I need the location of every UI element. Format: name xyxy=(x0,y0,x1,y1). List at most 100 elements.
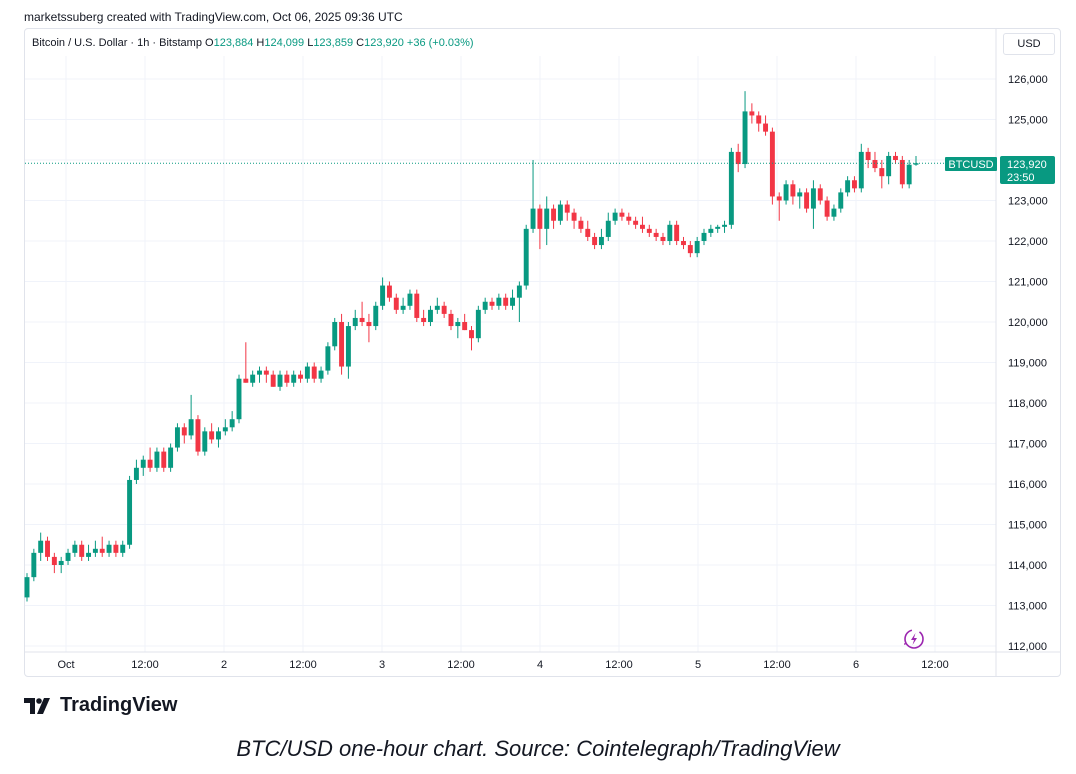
currency-button[interactable]: USD xyxy=(1003,33,1055,55)
ticker-label: BTCUSD xyxy=(948,159,993,171)
candle-down xyxy=(441,301,447,318)
candle-body xyxy=(181,427,187,436)
candle-up xyxy=(845,176,851,197)
candle-up xyxy=(345,322,351,379)
candle-down xyxy=(756,111,762,132)
candle-up xyxy=(783,180,789,205)
candle-up xyxy=(380,277,386,310)
candle-body xyxy=(352,317,358,327)
candle-body xyxy=(769,131,775,197)
x-tick-label: Oct xyxy=(57,659,74,671)
candle-body xyxy=(810,188,816,209)
candle-up xyxy=(598,228,604,250)
x-tick-label: 12:00 xyxy=(921,659,949,671)
candle-up xyxy=(407,289,413,310)
candle-down xyxy=(592,232,598,250)
candle-body xyxy=(229,419,235,428)
candle-body xyxy=(749,111,755,116)
candle-up xyxy=(133,459,139,484)
tradingview-logo-icon xyxy=(24,697,50,714)
candle-body xyxy=(400,305,406,310)
candles xyxy=(24,91,919,602)
candle-up xyxy=(428,305,433,327)
candle-body xyxy=(51,556,57,565)
candle-body xyxy=(236,378,242,420)
candle-down xyxy=(769,127,775,205)
candle-down xyxy=(99,536,105,557)
candle-up xyxy=(708,224,714,237)
candle-down xyxy=(735,143,741,173)
candle-body xyxy=(681,241,686,246)
candle-body xyxy=(838,192,844,209)
candle-body xyxy=(858,151,864,189)
candle-up xyxy=(352,309,358,331)
time-axis[interactable]: Oct 12:00 2 12:00 3 12:00 4 12:00 5 12:00 6 12:00 xyxy=(57,659,948,671)
candle-body xyxy=(257,370,262,375)
candle-body xyxy=(86,552,92,557)
candle-down xyxy=(393,293,399,314)
candle-up xyxy=(236,374,242,424)
x-tick-label: 12:00 xyxy=(289,659,317,671)
x-tick-label: 3 xyxy=(379,659,385,671)
candle-down xyxy=(79,540,85,561)
candle-body xyxy=(865,151,871,160)
candle-up xyxy=(257,366,262,383)
candle-down xyxy=(763,115,769,136)
candle-up xyxy=(831,204,837,221)
x-tick-label: 4 xyxy=(537,659,543,671)
price-axis[interactable]: 112,000 113,000 114,000 115,000 116,000 117,0… xyxy=(1008,74,1048,653)
candle-body xyxy=(544,208,550,229)
y-tick-label: 114,000 xyxy=(1008,560,1047,572)
x-tick-label: 12:00 xyxy=(131,659,159,671)
lightning-icon[interactable] xyxy=(904,629,924,649)
candle-body xyxy=(790,184,796,197)
candle-body xyxy=(92,548,98,553)
candle-body xyxy=(79,544,85,557)
candle-body xyxy=(851,180,857,189)
candle-body xyxy=(694,241,700,254)
figure-caption: BTC/USD one-hour chart. Source: Cointele… xyxy=(236,736,840,761)
candle-body xyxy=(277,374,283,387)
candle-down xyxy=(578,216,584,233)
x-tick-label: 12:00 xyxy=(447,659,475,671)
candle-body xyxy=(161,451,167,468)
candle-down xyxy=(749,103,755,124)
candle-body xyxy=(359,317,365,322)
candle-down xyxy=(633,216,639,229)
bar-countdown: 23:50 xyxy=(1007,172,1035,184)
symbol-legend[interactable]: Bitcoin / U.S. Dollar · 1h · Bitstamp O1… xyxy=(32,37,474,49)
candle-body xyxy=(557,204,563,221)
candle-down xyxy=(619,208,625,221)
candle-up xyxy=(168,443,174,472)
candle-body xyxy=(831,208,837,217)
candle-down xyxy=(113,540,119,557)
candle-down xyxy=(646,224,652,237)
candle-down xyxy=(585,220,591,241)
candle-down xyxy=(893,151,898,165)
chart-frame[interactable] xyxy=(24,28,1061,677)
candle-down xyxy=(804,188,810,213)
candle-up xyxy=(858,143,864,193)
candle-body xyxy=(475,309,481,339)
candle-down xyxy=(366,313,372,343)
last-price-label: BTCUSD 123,920 23:50 xyxy=(945,156,1055,184)
candle-body xyxy=(462,322,468,331)
candle-body xyxy=(65,552,71,561)
candle-down xyxy=(45,536,50,561)
candle-body xyxy=(906,164,912,185)
candle-up xyxy=(373,301,379,331)
candle-body xyxy=(592,236,598,246)
candle-body xyxy=(605,220,611,237)
candle-up xyxy=(605,212,611,241)
candle-body xyxy=(434,305,440,310)
candle-body xyxy=(366,322,372,327)
candle-down xyxy=(879,160,885,189)
candle-down xyxy=(817,184,823,205)
candle-down xyxy=(865,147,871,169)
candle-up xyxy=(722,220,727,233)
candle-body xyxy=(318,370,324,379)
candle-body xyxy=(386,285,392,298)
candle-body xyxy=(428,309,433,322)
candle-down xyxy=(851,176,857,193)
